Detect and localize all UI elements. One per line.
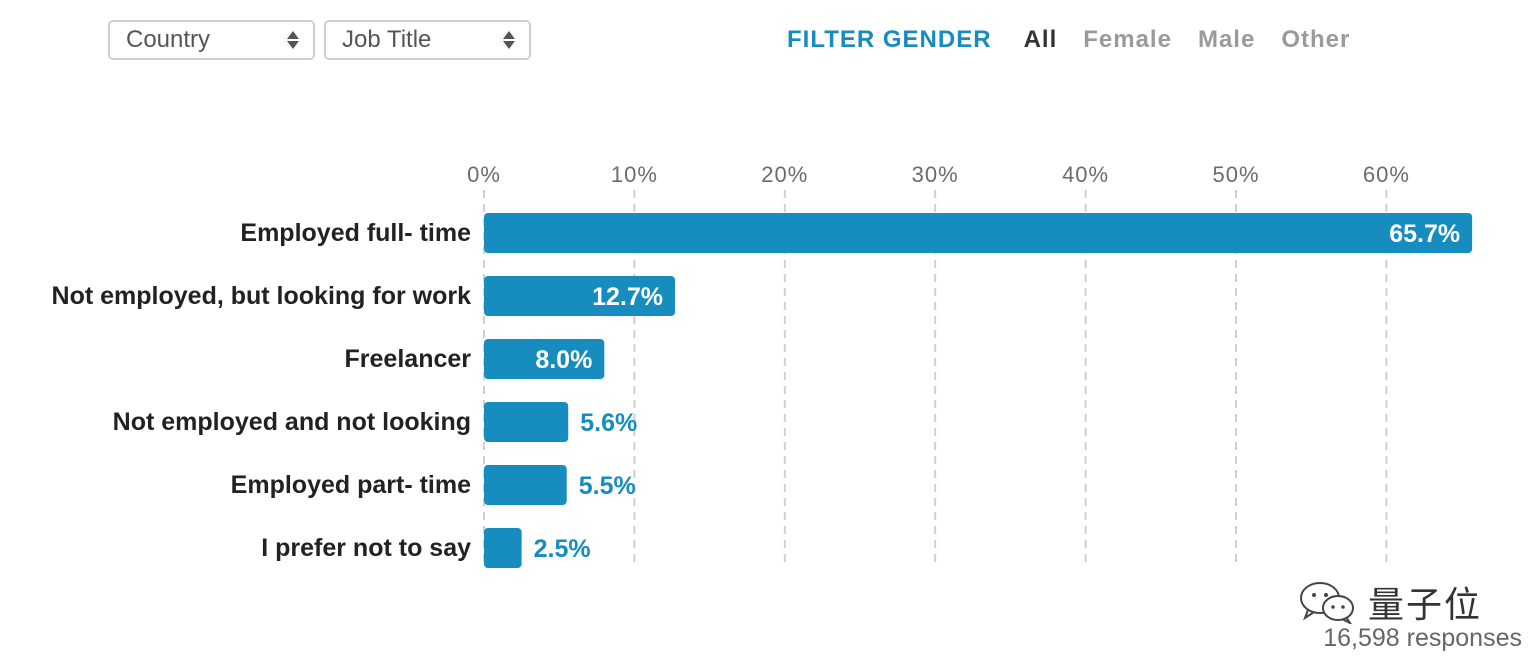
x-tick-label: 40% (1062, 162, 1109, 187)
watermark: 量子位 (1296, 576, 1482, 628)
country-select[interactable]: Country (108, 20, 315, 60)
value-label: 8.0% (535, 346, 592, 374)
bar (484, 276, 676, 316)
value-label: 2.5% (534, 535, 591, 563)
gender-filter-title: FILTER GENDER (787, 26, 992, 53)
bar (484, 465, 567, 505)
employment-bar-chart: 0% 10% 20% 30% 40% 50% 60% Employed full- time 6… (52, 162, 1473, 568)
country-select-label: Country (126, 26, 211, 53)
gender-option-other[interactable]: Other (1281, 26, 1351, 53)
gender-option-female[interactable]: Female (1083, 26, 1172, 53)
x-tick-label: 0% (467, 162, 501, 187)
job-title-select-label: Job Title (342, 26, 432, 53)
gender-option-male[interactable]: Male (1197, 26, 1256, 53)
select-arrows-icon (503, 31, 515, 49)
x-tick-label: 30% (912, 162, 959, 187)
x-tick-label: 50% (1212, 162, 1259, 187)
x-tick-label: 60% (1363, 162, 1410, 187)
gender-option-all[interactable]: All (1023, 26, 1058, 53)
value-label: 5.5% (579, 472, 636, 500)
category-label: I prefer not to say (261, 534, 471, 562)
response-count: 16,598 responses (1323, 624, 1522, 652)
watermark-text: 量子位 (1368, 584, 1483, 625)
bar (484, 528, 522, 568)
x-tick-label: 10% (611, 162, 658, 187)
job-title-select[interactable]: Job Title (324, 20, 531, 60)
value-label: 5.6% (580, 409, 637, 437)
gender-filter: FILTER GENDER All Female Male Other (787, 26, 1376, 54)
x-tick-label: 20% (761, 162, 808, 187)
bar (484, 339, 605, 379)
category-label: Freelancer (345, 345, 472, 373)
bar (484, 402, 569, 442)
category-label: Not employed, but looking for work (52, 282, 472, 310)
bar (484, 213, 1473, 253)
category-label: Not employed and not looking (113, 408, 471, 436)
value-label: 12.7% (592, 283, 663, 311)
category-label: Employed part- time (231, 471, 471, 499)
value-label: 65.7% (1389, 220, 1460, 248)
category-label: Employed full- time (240, 219, 471, 247)
select-arrows-icon (287, 31, 299, 49)
wechat-icon (1300, 582, 1354, 624)
